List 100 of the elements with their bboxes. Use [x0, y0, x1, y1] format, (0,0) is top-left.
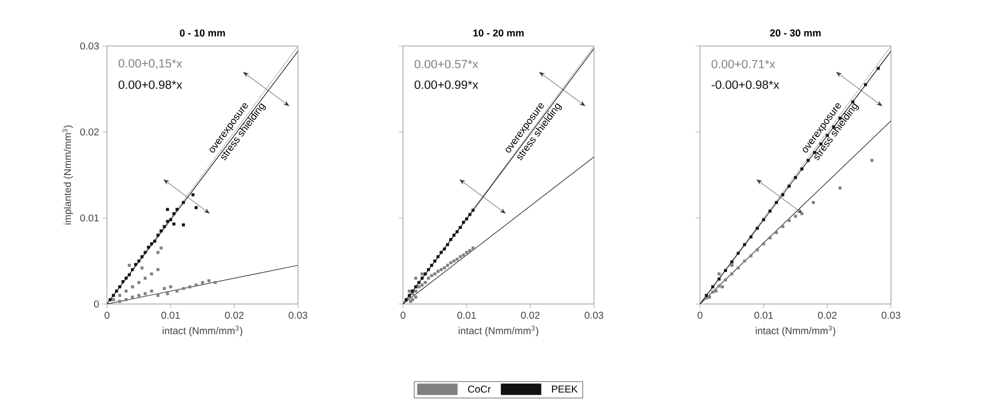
- point: [736, 266, 740, 270]
- point: [144, 276, 147, 280]
- point: [749, 235, 752, 238]
- point: [426, 268, 430, 272]
- point: [794, 214, 798, 218]
- point: [456, 258, 459, 261]
- point: [191, 193, 194, 196]
- point: [730, 260, 734, 264]
- point: [411, 292, 414, 296]
- point: [458, 226, 462, 229]
- point: [870, 158, 874, 162]
- point: [730, 272, 734, 276]
- x-tick-label: 0.01: [457, 312, 476, 319]
- x-tick-label: 0.01: [754, 312, 773, 319]
- point: [718, 284, 721, 288]
- point: [426, 276, 430, 280]
- point: [800, 167, 804, 170]
- point: [172, 222, 176, 226]
- x-tick-label: 0: [400, 312, 406, 319]
- point: [166, 208, 169, 211]
- point: [166, 220, 169, 223]
- point: [414, 285, 418, 288]
- point: [718, 272, 721, 276]
- point: [108, 298, 112, 302]
- point: [408, 290, 411, 293]
- point: [417, 285, 420, 288]
- y-axis-title: implanted (Nmm/mm$^{3}$): [62, 126, 73, 224]
- point: [160, 246, 163, 250]
- point: [176, 208, 179, 211]
- point: [436, 255, 440, 258]
- point: [207, 279, 210, 282]
- chart-title: 20 - 30 mm: [770, 29, 821, 36]
- point: [468, 213, 472, 216]
- point: [194, 206, 198, 210]
- point: [468, 249, 472, 252]
- point: [433, 260, 436, 262]
- point: [137, 281, 140, 284]
- point: [176, 290, 179, 293]
- point: [118, 300, 122, 303]
- y-tick-label: 0.02: [80, 128, 99, 136]
- point: [743, 243, 746, 246]
- point: [430, 264, 434, 267]
- x-tick-label: 0.02: [521, 312, 540, 319]
- point: [150, 290, 154, 293]
- point: [704, 296, 708, 300]
- point: [112, 298, 115, 302]
- point: [420, 272, 424, 276]
- point: [182, 287, 185, 290]
- point: [440, 268, 443, 272]
- point: [162, 287, 166, 290]
- point: [864, 83, 868, 86]
- point: [169, 218, 172, 222]
- point: [838, 186, 842, 190]
- point: [749, 254, 752, 258]
- point: [194, 284, 198, 287]
- point: [781, 225, 784, 228]
- point: [121, 280, 124, 284]
- point: [414, 276, 418, 280]
- point: [788, 219, 791, 222]
- annotation: 0.00+0,15*x: [118, 59, 182, 69]
- point: [446, 264, 450, 267]
- point: [424, 272, 427, 276]
- point: [146, 246, 150, 249]
- point: [411, 290, 414, 293]
- point: [768, 236, 772, 240]
- x-tick-label: 0: [104, 312, 110, 319]
- x-axis-title: intact (Nmm/mm$^{3}$): [756, 326, 836, 336]
- point: [465, 250, 468, 254]
- point: [768, 210, 772, 213]
- x-tick-label: 0.03: [288, 312, 308, 319]
- point: [720, 285, 724, 288]
- point: [118, 285, 122, 288]
- y-tick-label: 0: [94, 300, 99, 308]
- legend-label: CoCr: [468, 386, 491, 393]
- point: [711, 290, 714, 294]
- point: [153, 240, 156, 243]
- point: [182, 223, 185, 226]
- point: [442, 247, 446, 250]
- point: [452, 234, 456, 237]
- point: [137, 260, 140, 262]
- point: [452, 260, 456, 262]
- point: [156, 234, 160, 237]
- point: [411, 298, 414, 302]
- point: [201, 281, 204, 284]
- x-axis-title: intact (Nmm/mm$^{3}$): [458, 326, 538, 336]
- point: [458, 255, 462, 258]
- point: [718, 278, 721, 281]
- point: [708, 296, 712, 299]
- point: [128, 264, 131, 267]
- point: [781, 193, 784, 196]
- point: [118, 294, 122, 297]
- point: [762, 218, 766, 222]
- point: [462, 220, 465, 224]
- point: [420, 284, 424, 287]
- point: [730, 264, 734, 267]
- point: [144, 292, 147, 296]
- y-tick-label: 0.01: [80, 214, 99, 222]
- point: [440, 250, 443, 254]
- point: [414, 296, 418, 299]
- y-tick-label: 0.03: [80, 42, 99, 50]
